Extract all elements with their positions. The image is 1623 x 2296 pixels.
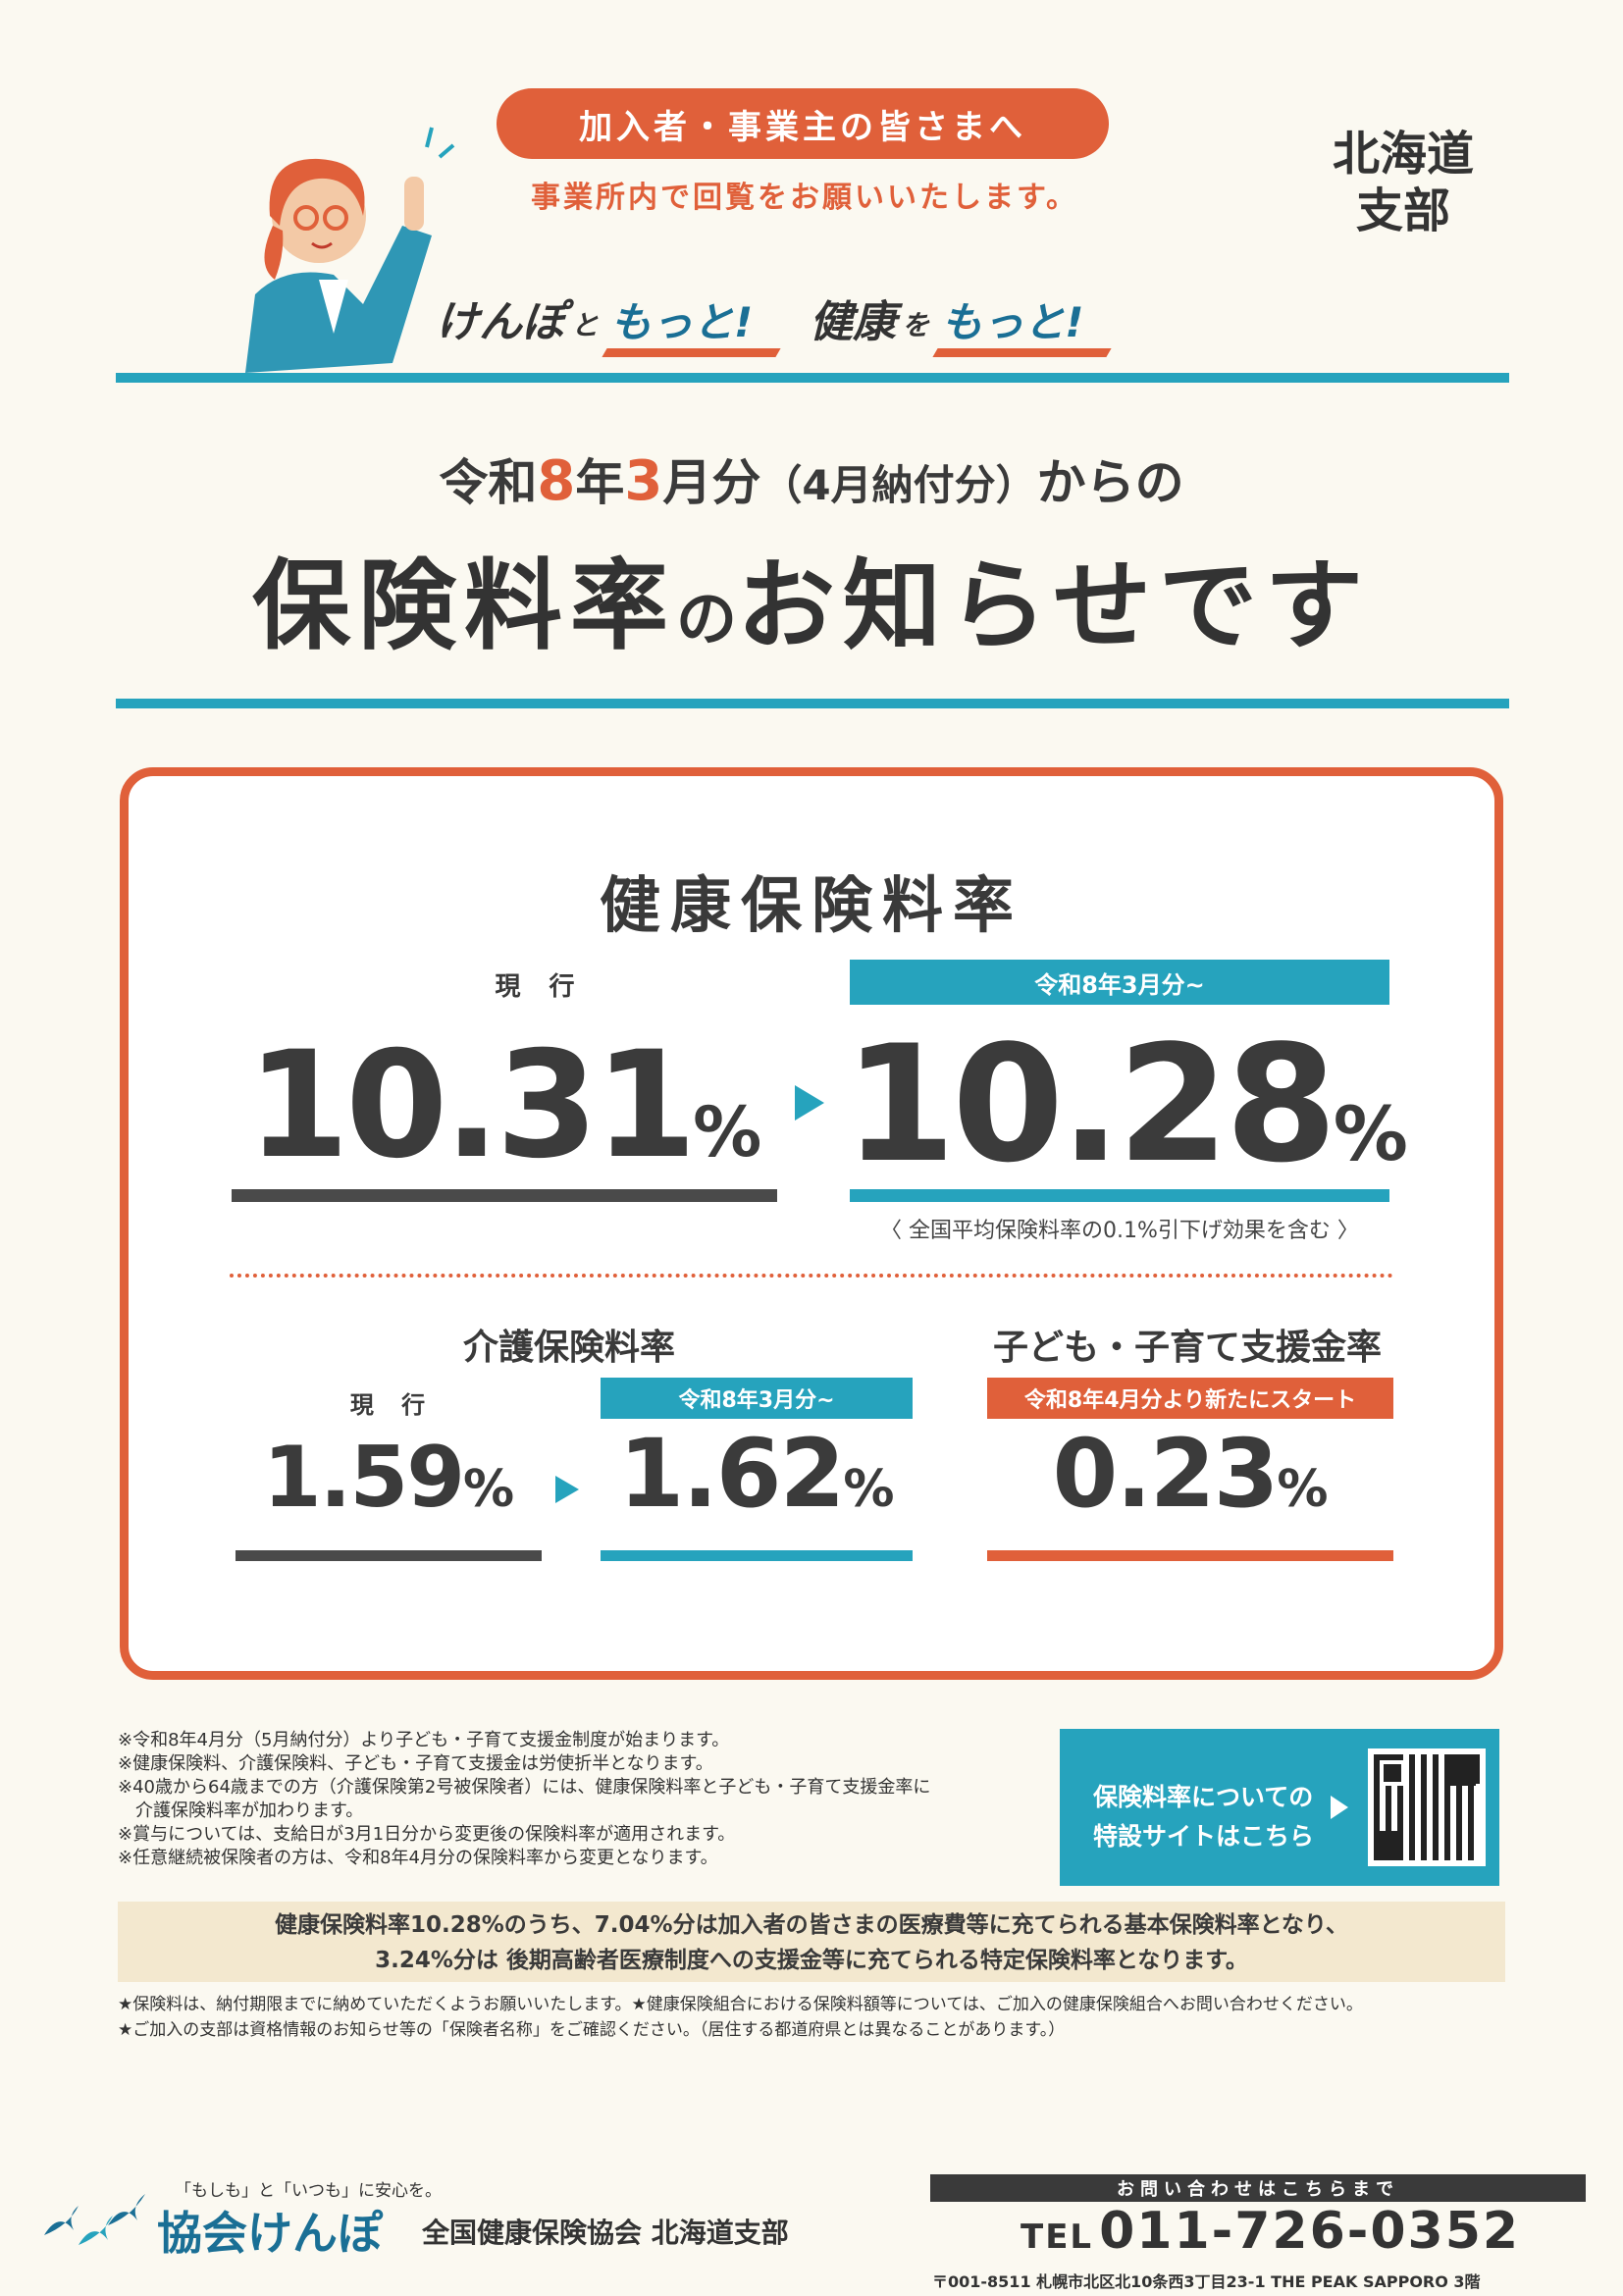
health-current-label: 現 行 <box>495 972 585 1002</box>
subtitle-paren: （4月納付分） <box>760 461 1037 509</box>
slogan-particle-wo: を <box>902 309 930 341</box>
page-title-a: 保険料率 <box>251 548 676 663</box>
star-notes: ★保険料は、納付期限までに納めていただくようお願いいたします。★健康保険組合にお… <box>118 1992 1505 2043</box>
divider-top <box>116 373 1509 383</box>
note-item: ※健康保険料、介護保険料、子ども・子育て支援金は労使折半となります。 <box>118 1753 713 1774</box>
inquiry-header: お問い合わせはこちらまで <box>930 2174 1586 2202</box>
kodomo-value: 0.23% <box>987 1419 1393 1529</box>
health-current-number: 10.31 <box>246 1020 697 1191</box>
subtitle: 令和8年3月分（4月納付分）からの <box>118 444 1505 514</box>
rate-breakdown-banner: 健康保険料率10.28%のうち、7.04%分は加入者の皆さまの医療費等に充てられ… <box>118 1902 1505 1982</box>
slogan: けんぽ と もっと! 健康 を もっと! <box>436 271 1089 349</box>
kodomo-number: 0.23 <box>1052 1419 1280 1529</box>
percent-sign: % <box>843 1460 895 1519</box>
health-current-value: 10.31% <box>232 1020 777 1191</box>
slogan-motto-2: もっと! <box>935 289 1089 349</box>
note-item: ※賞与については、支給日が3月1日分から変更後の保険料率が適用されます。 <box>118 1824 736 1845</box>
kaigo-current-label: 現 行 <box>349 1391 436 1419</box>
health-current-underline <box>232 1189 777 1202</box>
notes-list: ※令和8年4月分（5月納付分）より子ども・子育て支援金制度が始まります。 ※健康… <box>118 1729 1001 1870</box>
percent-sign: % <box>463 1460 515 1519</box>
kaigo-new-tag: 令和8年3月分~ <box>601 1378 913 1419</box>
branch-label: 北海道 支部 <box>1266 126 1541 239</box>
audience-pill: 加入者・事業主の皆さまへ <box>497 88 1109 159</box>
star-note: ★保険料は、納付期限までに納めていただくようお願いいたします。★健康保険組合にお… <box>118 1995 1363 2014</box>
kaigo-new-number: 1.62 <box>618 1419 846 1529</box>
banner-line1: 健康保険料率10.28%のうち、7.04%分は加入者の皆さまの医療費等に充てられ… <box>275 1912 1348 1938</box>
health-new-number: 10.28 <box>844 1011 1337 1198</box>
address: 〒001-8511 札幌市北区北10条西3丁目23-1 THE PEAK SAP… <box>932 2272 1481 2291</box>
subtitle-kara: からの <box>1036 454 1184 511</box>
slogan-word-kenkou: 健康 <box>810 297 897 347</box>
subtitle-month: 3 <box>624 449 663 513</box>
health-note: 〈 全国平均保険料率の0.1%引下げ効果を含む 〉 <box>880 1219 1359 1243</box>
circulate-request: 事業所内で回覧をお願いいたします。 <box>531 181 1078 215</box>
kaigo-new-underline <box>601 1550 913 1561</box>
kyokai-kenpo-logo: 協会けんぽ <box>157 2207 383 2260</box>
percent-sign: % <box>693 1092 762 1173</box>
arrow-right-icon <box>1331 1796 1348 1819</box>
health-new-underline <box>850 1189 1389 1202</box>
kodomo-underline <box>987 1550 1393 1561</box>
page-title-b: お知らせです <box>737 548 1371 663</box>
kyokai-kenpo-birds-logo-icon <box>44 2194 145 2245</box>
health-new-tag: 令和8年3月分~ <box>850 960 1389 1005</box>
kaigo-current-value: 1.59% <box>236 1429 542 1527</box>
kaigo-current-underline <box>236 1550 542 1561</box>
kodomo-start-tag: 令和8年4月分より新たにスタート <box>987 1378 1393 1419</box>
illustration-woman-pointing <box>245 127 455 373</box>
special-site-line2: 特設サイトはこちら <box>1093 1822 1315 1851</box>
health-title: 健康保険料率 <box>599 869 1023 941</box>
percent-sign: % <box>1333 1090 1408 1177</box>
qr-code-icon[interactable] <box>1368 1748 1486 1866</box>
subtitle-year: 8 <box>537 449 576 513</box>
dotted-divider <box>230 1274 1393 1278</box>
footer-tagline: 「もしも」と「いつも」に安心を。 <box>175 2181 442 2201</box>
special-site-link[interactable]: 保険料率についての 特設サイトはこちら <box>1060 1729 1499 1886</box>
organization-name: 全国健康保険協会 北海道支部 <box>422 2217 789 2249</box>
note-item: ※令和8年4月分（5月納付分）より子ども・子育て支援金制度が始まります。 <box>118 1730 730 1750</box>
divider-bottom <box>116 699 1509 708</box>
page-title-no: の <box>675 583 737 654</box>
note-item: ※40歳から64歳までの方（介護保険第2号被保険者）には、健康保険料率と子ども・… <box>118 1777 931 1798</box>
slogan-word-kenpo: けんぽ <box>436 297 565 347</box>
kaigo-new-value: 1.62% <box>601 1419 913 1529</box>
arrow-right-icon <box>795 1085 824 1121</box>
note-item: 介護保険料率が加わります。 <box>118 1800 364 1821</box>
slogan-particle-to: と <box>571 309 600 341</box>
banner-line2: 3.24%分は 後期高齢者医療制度への支援金等に充てられる特定保険料率となります… <box>375 1948 1248 1973</box>
kaigo-current-number: 1.59 <box>262 1429 465 1527</box>
tel-label: TEL <box>1021 2218 1094 2257</box>
kaigo-title: 介護保険料率 <box>462 1328 675 1368</box>
star-note: ★ご加入の支部は資格情報のお知らせ等の「保険者名称」をご確認ください。（居住する… <box>118 2020 1066 2040</box>
subtitle-nen: 年 <box>575 454 625 511</box>
subtitle-gatsubun: 月分 <box>662 454 761 511</box>
special-site-text: 保険料率についての 特設サイトはこちら <box>1093 1778 1314 1856</box>
branch-name: 北海道 支部 <box>1332 127 1474 238</box>
percent-sign: % <box>1277 1460 1329 1519</box>
slogan-motto-1: もっと! <box>604 289 759 349</box>
tel-number[interactable]: 011-726-0352 <box>1099 2202 1521 2261</box>
telephone[interactable]: TEL 011-726-0352 <box>1021 2202 1520 2261</box>
health-new-value: 10.28% <box>844 1011 1408 1198</box>
rates-box <box>120 767 1503 1680</box>
special-site-line1: 保険料率についての <box>1093 1783 1314 1811</box>
note-item: ※任意継続被保険者の方は、令和8年4月分の保険料率から変更となります。 <box>118 1848 718 1868</box>
subtitle-reiwa: 令和 <box>439 454 538 511</box>
page-title: 保険料率のお知らせです <box>118 526 1505 668</box>
arrow-right-icon <box>555 1476 579 1503</box>
kodomo-title: 子ども・子育て支援金率 <box>992 1328 1382 1368</box>
